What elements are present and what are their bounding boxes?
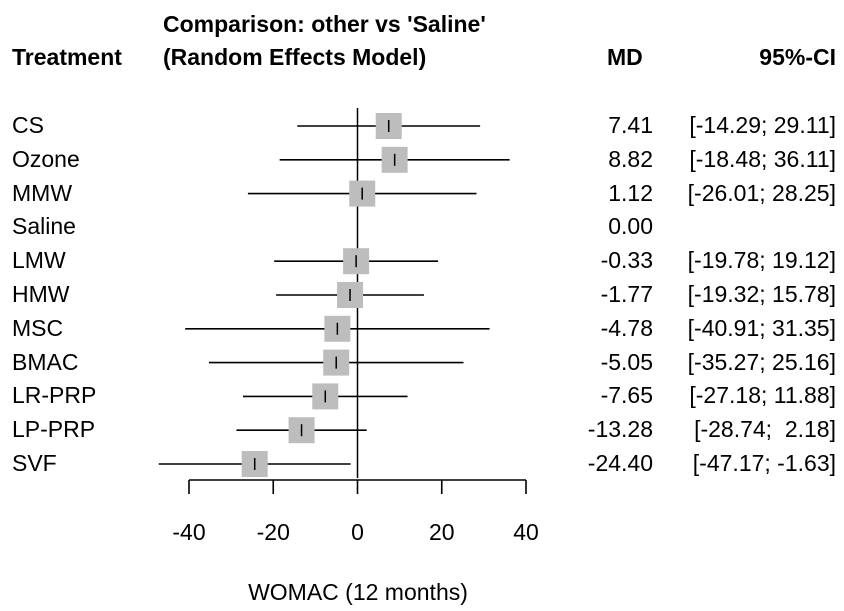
ci-value: [-18.48; 36.11] bbox=[689, 145, 836, 172]
ci-value: [-27.18; 11.88] bbox=[689, 382, 836, 409]
ci-value: [-26.01; 28.25] bbox=[687, 179, 836, 206]
md-value: 7.41 bbox=[608, 112, 653, 138]
treatment-label: HMW bbox=[12, 281, 70, 307]
treatment-label: SVF bbox=[12, 450, 57, 476]
treatment-label: LMW bbox=[12, 247, 66, 274]
md-value: 8.82 bbox=[608, 145, 653, 172]
ci-value: [-47.17; -1.63] bbox=[692, 450, 836, 476]
comparison-title-line2: (Random Effects Model) bbox=[163, 44, 427, 70]
md-value: -4.78 bbox=[600, 314, 653, 341]
treatment-label: MMW bbox=[12, 179, 73, 206]
treatment-label: Ozone bbox=[12, 145, 80, 172]
ci-value: [-19.78; 19.12] bbox=[687, 247, 836, 274]
x-tick-label: -40 bbox=[172, 519, 205, 545]
md-value: -1.77 bbox=[600, 281, 653, 307]
x-axis-label: WOMAC (12 months) bbox=[248, 579, 468, 605]
md-value: 0.00 bbox=[608, 213, 653, 240]
md-value: -7.65 bbox=[600, 382, 653, 409]
treatment-label: Saline bbox=[12, 213, 76, 240]
ci-column-header: 95%-CI bbox=[759, 44, 836, 70]
treatment-column-header: Treatment bbox=[12, 44, 122, 70]
ci-value: [-19.32; 15.78] bbox=[687, 281, 836, 307]
treatment-label: BMAC bbox=[12, 348, 79, 375]
md-value: -0.33 bbox=[600, 247, 653, 274]
ci-value: [-14.29; 29.11] bbox=[689, 112, 836, 138]
md-value: 1.12 bbox=[608, 179, 653, 206]
ci-value: [-40.91; 31.35] bbox=[687, 314, 836, 341]
treatment-label: CS bbox=[12, 112, 44, 138]
md-value: -5.05 bbox=[600, 348, 653, 375]
ci-value: [-35.27; 25.16] bbox=[687, 348, 836, 375]
x-tick-label: 20 bbox=[429, 519, 455, 545]
x-tick-label: 0 bbox=[351, 519, 364, 545]
treatment-label: LR-PRP bbox=[12, 382, 97, 409]
md-value: -13.28 bbox=[587, 416, 653, 443]
ci-value: [-28.74; 2.18] bbox=[694, 416, 836, 443]
x-tick-label: -20 bbox=[257, 519, 290, 545]
x-tick-label: 40 bbox=[513, 519, 539, 545]
treatment-label: LP-PRP bbox=[12, 416, 96, 443]
treatment-label: MSC bbox=[12, 314, 64, 341]
comparison-title-line1: Comparison: other vs 'Saline' bbox=[163, 11, 486, 37]
md-column-header: MD bbox=[607, 44, 643, 70]
md-value: -24.40 bbox=[587, 450, 653, 476]
